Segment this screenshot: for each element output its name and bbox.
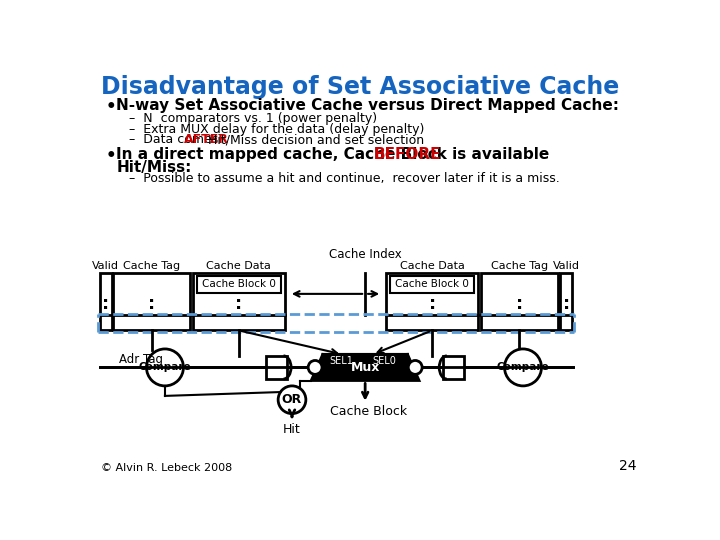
Bar bbox=[560, 273, 572, 330]
Text: •: • bbox=[106, 147, 117, 165]
Text: N-way Set Associative Cache versus Direct Mapped Cache:: N-way Set Associative Cache versus Direc… bbox=[117, 98, 619, 113]
Text: –  Possible to assume a hit and continue,  recover later if it is a miss.: – Possible to assume a hit and continue,… bbox=[129, 172, 559, 185]
Bar bbox=[386, 273, 478, 330]
Text: :: : bbox=[516, 295, 523, 313]
Text: •: • bbox=[106, 98, 117, 116]
Text: © Alvin R. Lebeck 2008: © Alvin R. Lebeck 2008 bbox=[101, 463, 233, 473]
Circle shape bbox=[408, 361, 422, 374]
Text: Cache Tag: Cache Tag bbox=[123, 261, 181, 271]
Text: Cache Data: Cache Data bbox=[207, 261, 271, 271]
Polygon shape bbox=[311, 354, 419, 381]
Bar bbox=[193, 273, 285, 330]
Text: Valid: Valid bbox=[553, 261, 580, 271]
Text: Hit/Miss:: Hit/Miss: bbox=[117, 159, 192, 174]
Text: Compare: Compare bbox=[497, 362, 549, 373]
Text: Mux: Mux bbox=[351, 361, 380, 374]
Text: :: : bbox=[102, 295, 109, 313]
Text: SEL0: SEL0 bbox=[373, 356, 397, 366]
Text: :: : bbox=[148, 295, 156, 313]
Text: Cache Block: Cache Block bbox=[330, 405, 408, 418]
Bar bbox=[197, 276, 282, 293]
Text: SEL1: SEL1 bbox=[329, 356, 353, 366]
Text: :: : bbox=[428, 295, 436, 313]
Circle shape bbox=[505, 349, 541, 386]
Text: AFTER: AFTER bbox=[184, 133, 229, 146]
Text: Compare: Compare bbox=[139, 362, 192, 373]
Text: –  Data comes: – Data comes bbox=[129, 133, 222, 146]
Text: :: : bbox=[562, 295, 570, 313]
Bar bbox=[113, 273, 190, 330]
Text: In a direct mapped cache, Cache Block is available: In a direct mapped cache, Cache Block is… bbox=[117, 147, 555, 162]
Text: Cache Index: Cache Index bbox=[329, 248, 402, 261]
Text: –  Extra MUX delay for the data (delay penalty): – Extra MUX delay for the data (delay pe… bbox=[129, 123, 424, 136]
Text: Cache Data: Cache Data bbox=[400, 261, 464, 271]
Text: Hit: Hit bbox=[283, 423, 301, 436]
Bar bbox=[443, 356, 464, 379]
Circle shape bbox=[146, 349, 184, 386]
Text: Adr Tag: Adr Tag bbox=[119, 353, 163, 366]
Text: Cache Block 0: Cache Block 0 bbox=[202, 279, 276, 289]
Bar bbox=[390, 276, 474, 293]
Text: Cache Tag: Cache Tag bbox=[490, 261, 548, 271]
Circle shape bbox=[308, 361, 322, 374]
Text: Disadvantage of Set Associative Cache: Disadvantage of Set Associative Cache bbox=[101, 75, 619, 99]
Text: OR: OR bbox=[282, 393, 302, 406]
Text: –  N  comparators vs. 1 (power penalty): – N comparators vs. 1 (power penalty) bbox=[129, 112, 377, 125]
Text: Hit/Miss decision and set selection: Hit/Miss decision and set selection bbox=[204, 133, 424, 146]
Text: Cache Block 0: Cache Block 0 bbox=[395, 279, 469, 289]
Bar bbox=[481, 273, 558, 330]
Text: 24: 24 bbox=[619, 459, 637, 473]
Text: :: : bbox=[235, 295, 243, 313]
Text: Valid: Valid bbox=[92, 261, 120, 271]
Bar bbox=[266, 356, 287, 379]
Bar bbox=[99, 273, 112, 330]
Circle shape bbox=[278, 386, 306, 414]
Text: BEFORE: BEFORE bbox=[374, 147, 441, 162]
